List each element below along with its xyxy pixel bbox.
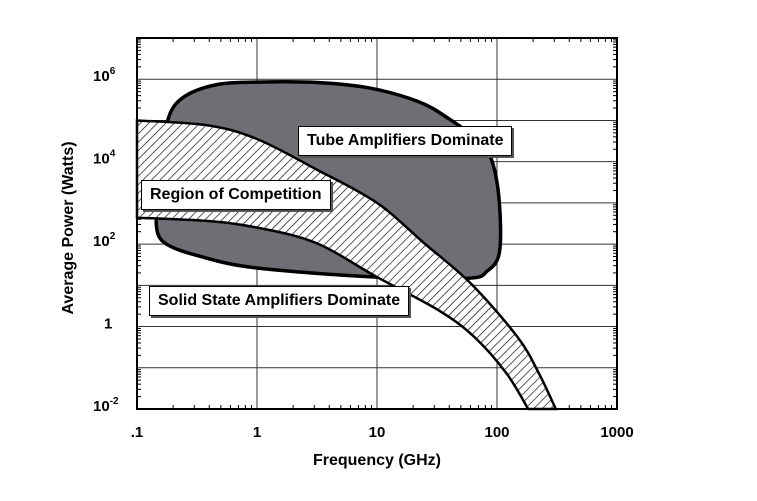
y-tick-label: 10-2 xyxy=(93,396,119,415)
y-tick-label: 102 xyxy=(93,231,116,250)
y-tick-base: 10 xyxy=(93,398,110,415)
y-tick-label: 104 xyxy=(93,149,116,168)
y-tick-base: 10 xyxy=(93,233,110,250)
y-tick-exponent: -2 xyxy=(110,396,119,407)
x-tick-label: 1 xyxy=(253,424,261,441)
y-tick-base: 1 xyxy=(104,316,112,333)
x-tick-label: 10 xyxy=(369,424,386,441)
x-tick-label: .1 xyxy=(131,424,144,441)
competition-annotation: Region of Competition xyxy=(141,180,331,210)
y-tick-exponent: 6 xyxy=(110,66,116,77)
y-axis-label: Average Power (Watts) xyxy=(60,141,77,314)
x-axis-label: Frequency (GHz) xyxy=(313,452,441,469)
y-tick-label: 1 xyxy=(104,316,112,333)
plot-frame xyxy=(136,37,618,410)
solid-state-annotation: Solid State Amplifiers Dominate xyxy=(149,286,410,316)
x-tick-label: 1000 xyxy=(600,424,633,441)
y-tick-base: 10 xyxy=(93,68,110,85)
x-tick-label: 100 xyxy=(484,424,509,441)
tube-annotation: Tube Amplifiers Dominate xyxy=(298,126,513,156)
y-tick-exponent: 2 xyxy=(110,231,116,242)
y-tick-exponent: 4 xyxy=(110,149,116,160)
y-tick-label: 106 xyxy=(93,66,116,85)
y-tick-base: 10 xyxy=(93,151,110,168)
